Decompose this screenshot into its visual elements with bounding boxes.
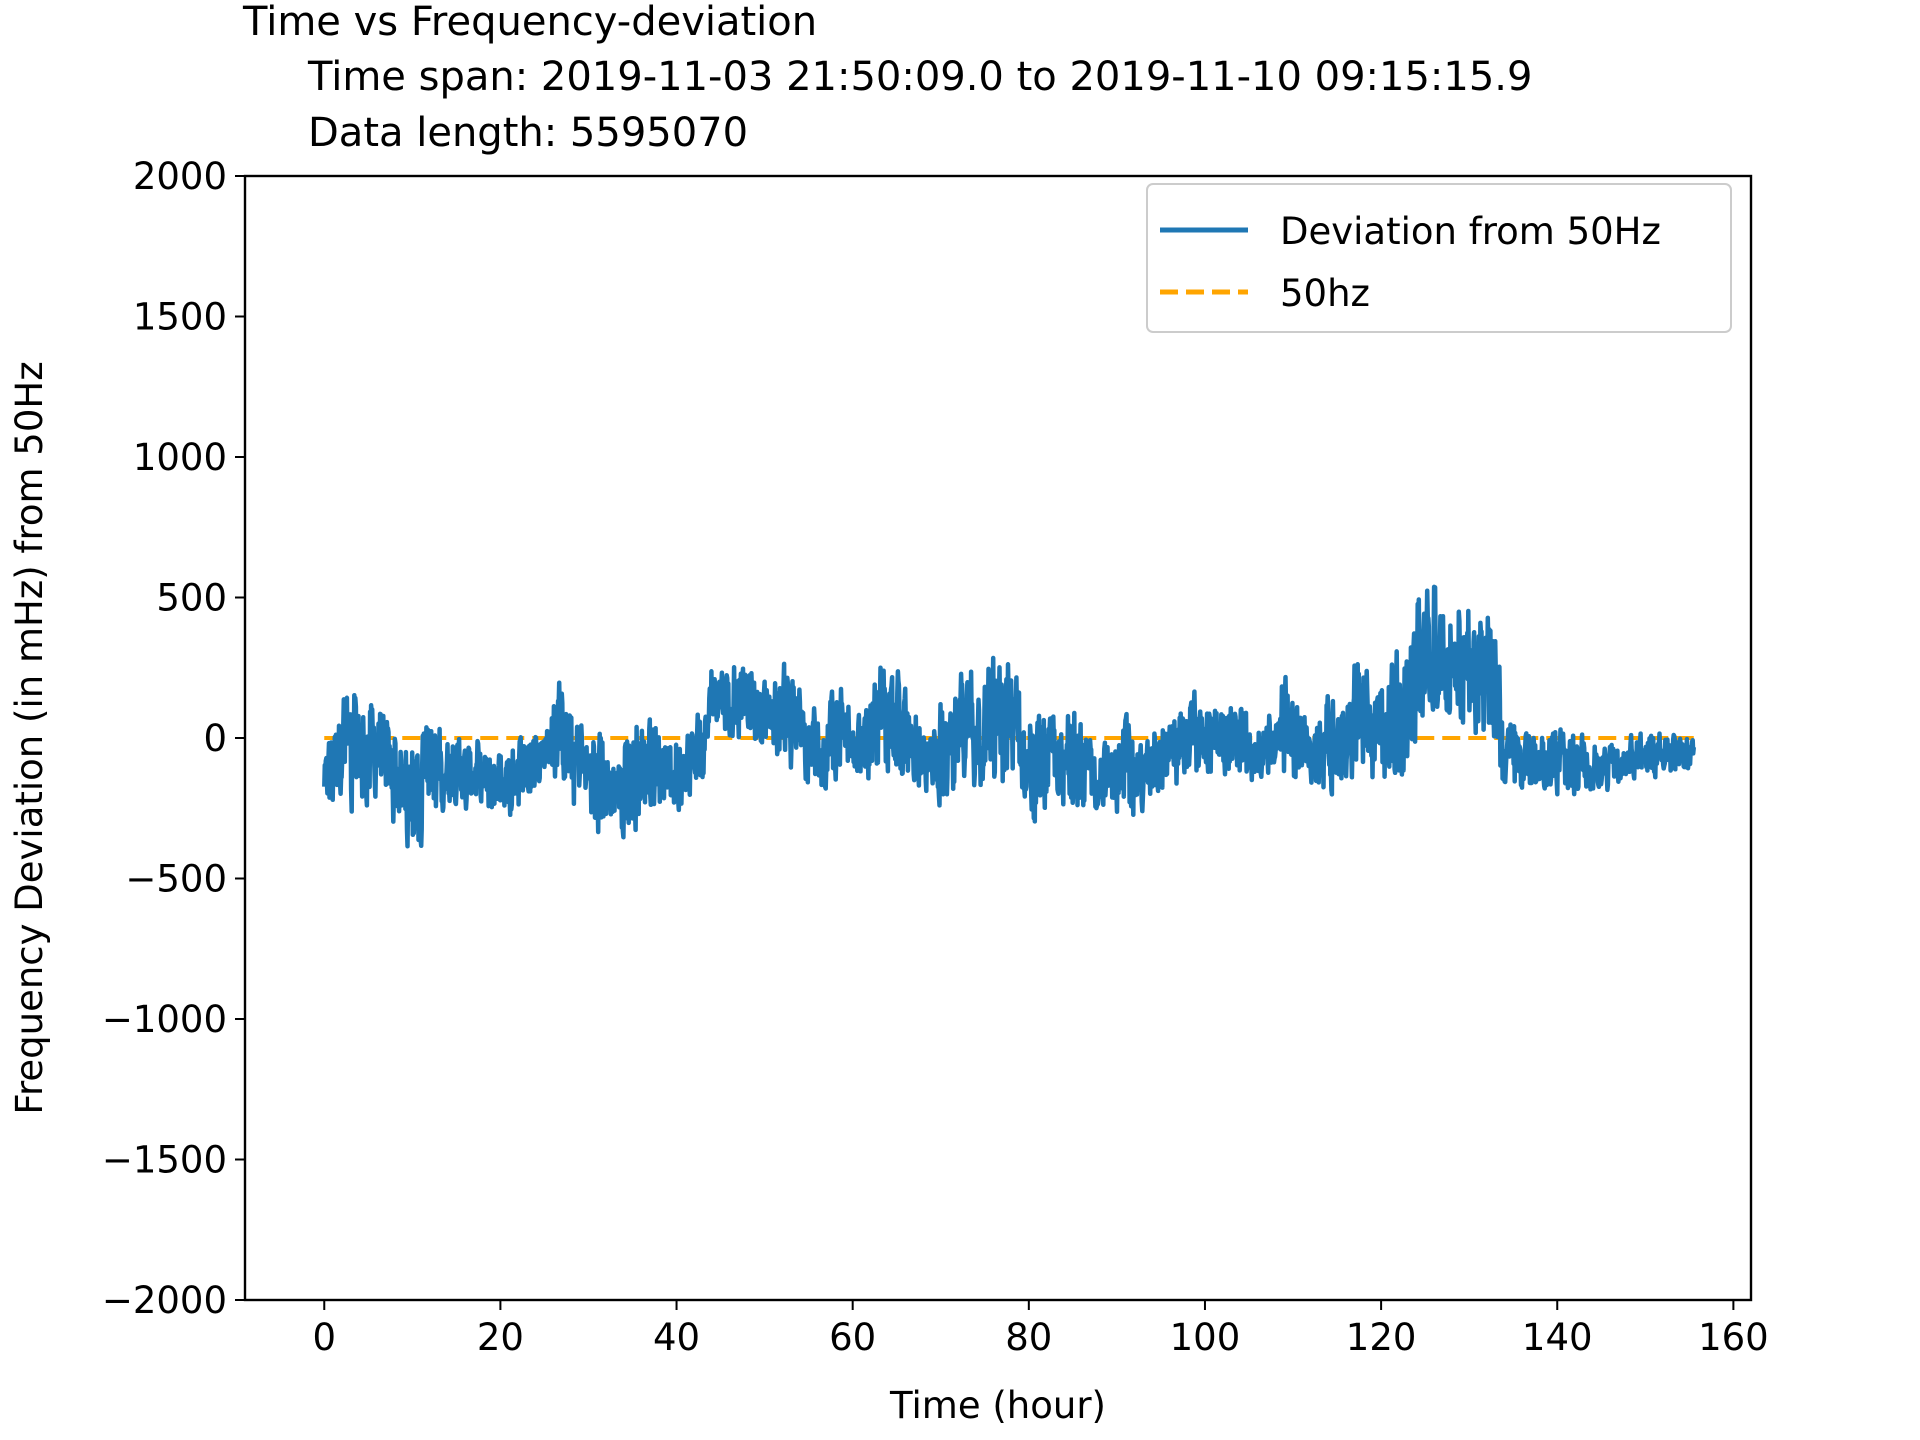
x-tick-label: 120 bbox=[1346, 1316, 1417, 1359]
x-axis: 0 20 40 60 80 100 120 140 160 bbox=[312, 1300, 1769, 1359]
y-tick-label: −2000 bbox=[102, 1279, 227, 1322]
y-tick-label: 500 bbox=[156, 577, 227, 620]
legend-label-50hz: 50hz bbox=[1280, 272, 1370, 315]
chart-subtitle-length: Data length: 5595070 bbox=[308, 110, 748, 156]
x-tick-label: 140 bbox=[1522, 1316, 1593, 1359]
x-tick-label: 20 bbox=[477, 1316, 524, 1359]
y-tick-label: −1500 bbox=[102, 1139, 227, 1182]
y-tick-label: 0 bbox=[203, 717, 227, 760]
chart-subtitle-timespan: Time span: 2019-11-03 21:50:09.0 to 2019… bbox=[307, 54, 1532, 100]
y-axis: −2000 −1500 −1000 −500 0 500 1000 1500 2000 bbox=[102, 155, 245, 1322]
legend-label-deviation: Deviation from 50Hz bbox=[1280, 210, 1661, 253]
x-tick-label: 60 bbox=[829, 1316, 876, 1359]
x-tick-label: 40 bbox=[653, 1316, 700, 1359]
y-tick-label: 1500 bbox=[133, 296, 227, 339]
x-axis-label: Time (hour) bbox=[889, 1384, 1106, 1427]
y-axis-label: Frequency Deviation (in mHz) from 50Hz bbox=[8, 361, 51, 1114]
x-tick-label: 0 bbox=[312, 1316, 336, 1359]
legend-box bbox=[1146, 183, 1732, 333]
x-tick-label: 100 bbox=[1170, 1316, 1241, 1359]
series-layer bbox=[322, 584, 1697, 849]
series-line-deviation bbox=[322, 584, 1697, 849]
y-tick-label: −500 bbox=[125, 858, 227, 901]
chart-title: Time vs Frequency-deviation bbox=[242, 0, 817, 45]
x-tick-label: 80 bbox=[1005, 1316, 1052, 1359]
y-tick-label: 1000 bbox=[133, 436, 227, 479]
y-tick-label: 2000 bbox=[133, 155, 227, 198]
legend: Deviation from 50Hz 50hz bbox=[1146, 183, 1732, 333]
y-tick-label: −1000 bbox=[102, 998, 227, 1041]
x-tick-label: 160 bbox=[1698, 1316, 1769, 1359]
